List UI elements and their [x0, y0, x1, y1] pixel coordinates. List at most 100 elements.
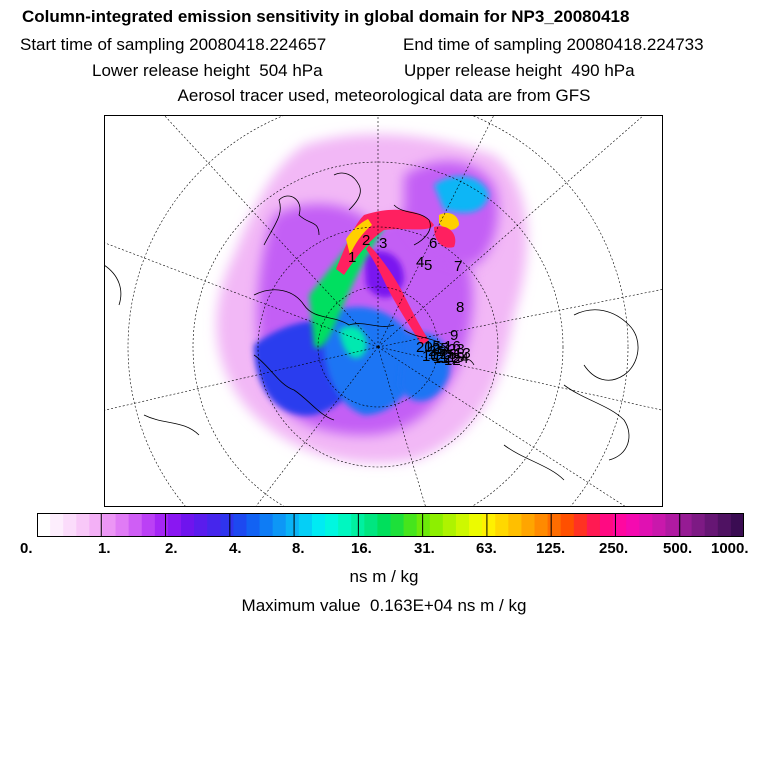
colorbar-tick-label: 1. — [98, 540, 111, 557]
colorbar-tick-label: 0. — [20, 540, 33, 557]
trajectory-label: 16 — [444, 338, 461, 355]
colorbar-tick-label: 4. — [229, 540, 242, 557]
emission-sensitivity-map: 1 2 3 4 5 6 7 8 9 10 11 12 13 14 15 16 1… — [104, 115, 663, 507]
trajectory-label: 4 — [416, 254, 424, 271]
trajectory-label: 8 — [456, 299, 464, 316]
colorbar-swatch — [521, 513, 536, 537]
colorbar-swatch — [455, 513, 470, 537]
colorbar-swatch — [469, 513, 483, 537]
colorbar-swatch — [259, 513, 274, 537]
colorbar-tick-label: 2. — [165, 540, 178, 557]
colorbar-swatch — [233, 513, 248, 537]
colorbar-swatch — [377, 513, 392, 537]
colorbar-swatch — [717, 513, 732, 537]
colorbar-swatch — [167, 513, 182, 537]
colorbar-swatch — [102, 513, 117, 537]
lower-release-label: Lower release height 504 hPa — [92, 61, 323, 80]
colorbar-swatch — [534, 513, 549, 537]
colorbar-swatch — [89, 513, 104, 537]
map-title: Column-integrated emission sensitivity i… — [22, 7, 630, 26]
trajectory-label: 2 — [362, 232, 370, 249]
colorbar-swatch — [599, 513, 614, 537]
colorbar-swatch — [298, 513, 313, 537]
colorbar-swatch — [508, 513, 523, 537]
colorbar-swatch — [220, 513, 234, 537]
end-time-label: End time of sampling 20080418.224733 — [403, 35, 704, 54]
colorbar-swatch — [691, 513, 706, 537]
colorbar-swatch — [416, 513, 431, 537]
trajectory-label: 3 — [379, 235, 387, 252]
colorbar-swatch — [37, 513, 51, 537]
colorbar-swatch — [311, 513, 326, 537]
trajectory-label: 23 — [448, 341, 465, 358]
colorbar-swatch — [272, 513, 287, 537]
trajectory-label: 22 — [436, 349, 453, 366]
colorbar-swatch — [573, 513, 588, 537]
colorbar-swatch — [325, 513, 339, 537]
map-frame — [104, 115, 663, 507]
colorbar-swatch — [652, 513, 667, 537]
colorbar-swatch — [730, 513, 744, 537]
trajectory-label: 7 — [454, 258, 462, 275]
colorbar-swatch — [495, 513, 509, 537]
trajectory-label: 14 — [434, 341, 451, 358]
trajectory-label: 18 — [440, 346, 457, 363]
colorbar-swatch — [586, 513, 601, 537]
colorbar-swatch — [128, 513, 143, 537]
trajectory-label: 5 — [424, 257, 432, 274]
trajectory-label: 24 — [452, 350, 469, 367]
trajectory-label: 19 — [448, 349, 465, 366]
trajectory-label: 10 — [422, 348, 439, 365]
colorbar-swatch — [626, 513, 640, 537]
trajectory-label: 9 — [450, 327, 458, 344]
upper-release-label: Upper release height 490 hPa — [404, 61, 635, 80]
tracer-note: Aerosol tracer used, meteorological data… — [177, 86, 591, 105]
trajectory-label: 21 — [428, 343, 445, 360]
graticule — [104, 115, 663, 507]
colorbar-tick-label: 31. — [414, 540, 435, 557]
colorbar-swatch — [115, 513, 130, 537]
colorbar-tick-label: 125. — [536, 540, 566, 557]
colorbar-swatch — [560, 513, 575, 537]
colorbar-swatch — [338, 513, 352, 537]
colorbar — [37, 513, 744, 537]
colorbar-tick-label: 500. — [663, 540, 693, 557]
trajectory-label: 11 — [433, 350, 449, 367]
colorbar-tick-label: 16. — [351, 540, 372, 557]
colorbar-tick-label: 1000. — [711, 540, 749, 557]
colorbar-swatch — [613, 513, 627, 537]
colorbar-swatch — [76, 513, 90, 537]
colorbar-swatch — [429, 513, 444, 537]
trajectory-label: 12 — [444, 352, 461, 369]
colorbar-swatch — [285, 513, 300, 537]
colorbar-swatch — [141, 513, 156, 537]
trajectory-label: 1 — [348, 249, 356, 266]
colorbar-swatch — [63, 513, 77, 537]
coastlines — [104, 172, 639, 481]
trajectory-label: 17 — [430, 346, 447, 363]
colorbar-swatch — [154, 513, 169, 537]
colorbar-swatch — [482, 513, 496, 537]
colorbar-swatch — [678, 513, 693, 537]
colorbar-swatch — [704, 513, 719, 537]
colorbar-swatch — [547, 513, 562, 537]
colorbar-tick-label: 8. — [292, 540, 305, 557]
start-time-label: Start time of sampling 20080418.224657 — [20, 35, 327, 54]
maximum-value-label: Maximum value 0.163E+04 ns m / kg — [241, 596, 527, 615]
trajectory-label: 13 — [454, 345, 471, 362]
trajectory-label: 25 — [432, 340, 449, 357]
colorbar-swatch — [364, 513, 378, 537]
colorbar-swatch — [665, 513, 680, 537]
colorbar-tick-label: 63. — [476, 540, 497, 557]
colorbar-swatch — [181, 513, 195, 537]
sensitivity-field — [216, 134, 528, 463]
colorbar-swatch — [403, 513, 418, 537]
colorbar-units: ns m / kg — [349, 567, 419, 586]
colorbar-swatch — [194, 513, 208, 537]
trajectory-label: 6 — [429, 235, 437, 252]
colorbar-swatch — [442, 513, 457, 537]
trajectory-label: 15 — [424, 338, 441, 355]
colorbar-swatch — [207, 513, 221, 537]
colorbar-swatch — [639, 513, 653, 537]
colorbar-tick-label: 250. — [599, 540, 629, 557]
